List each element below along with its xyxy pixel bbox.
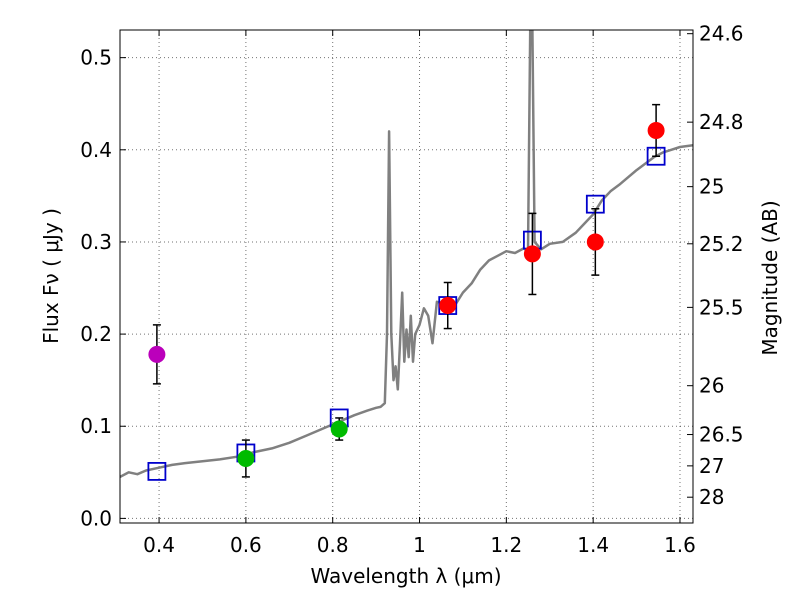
plot-clip-group (120, 30, 693, 481)
observed-point (586, 233, 604, 251)
y-tick-label: 0.2 (80, 322, 112, 346)
right-tick-label: 25 (699, 175, 724, 199)
y-tick-label: 0.0 (80, 506, 112, 530)
y-tick-label: 0.3 (80, 230, 112, 254)
right-tick-label: 24.8 (699, 110, 744, 134)
observed-point (237, 449, 255, 467)
right-y-axis-label: Magnitude (AB) (758, 200, 782, 355)
observed-point (439, 297, 457, 315)
y-tick-label: 0.5 (80, 46, 112, 70)
x-tick-label: 1 (413, 533, 426, 557)
model-photometry-square (147, 461, 167, 481)
right-tick-label: 26 (699, 374, 724, 398)
right-tick-label: 25.5 (699, 295, 744, 319)
y-tick-label: 0.1 (80, 414, 112, 438)
observed-point (330, 420, 348, 438)
x-tick-label: 0.8 (317, 533, 349, 557)
x-tick-label: 0.4 (143, 533, 175, 557)
observed-point (523, 245, 541, 263)
y-tick-label: 0.4 (80, 138, 112, 162)
observed-point (148, 345, 166, 363)
grid-layer (120, 30, 693, 523)
x-tick-label: 1.6 (664, 533, 696, 557)
x-tick-label: 0.6 (230, 533, 262, 557)
right-tick-label: 28 (699, 485, 724, 509)
plot-frame (119, 29, 694, 524)
right-tick-label: 24.6 (699, 22, 744, 46)
observed-point (647, 121, 665, 139)
model-spectrum-line (120, 30, 693, 479)
right-tick-label: 26.5 (699, 423, 744, 447)
right-tick-label: 25.2 (699, 232, 744, 256)
x-axis-label: Wavelength λ (μm) (310, 564, 501, 588)
x-tick-label: 1.2 (490, 533, 522, 557)
right-tick-label: 27 (699, 454, 724, 478)
y-axis-label: Flux Fν ( μJy ) (39, 208, 63, 344)
tick-layer: 0.4 0.6 0.8 1 1.2 1.4 1.6 0.0 0.1 0.2 0.3 0.4 0.5 24.… (80, 22, 743, 557)
plot-layer (120, 30, 693, 481)
x-tick-label: 1.4 (577, 533, 609, 557)
